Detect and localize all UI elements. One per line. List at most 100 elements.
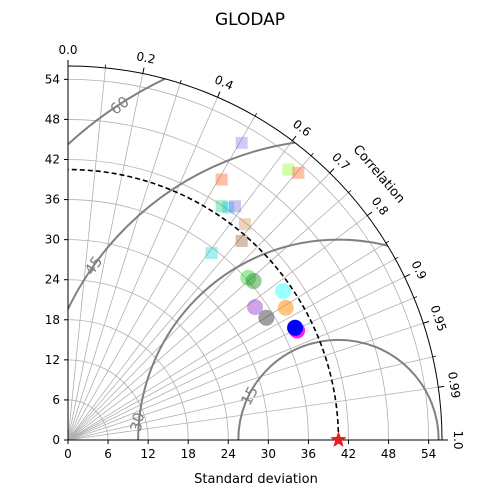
corr-grid-line bbox=[67, 356, 433, 441]
x-axis-label: Standard deviation bbox=[194, 472, 318, 487]
data-point-square bbox=[215, 173, 228, 186]
y-tick-label: 30 bbox=[45, 233, 60, 247]
grid-layer bbox=[67, 66, 442, 441]
rms-contour-label: 15 bbox=[237, 383, 262, 408]
x-tick-label: 30 bbox=[261, 447, 276, 461]
corr-grid-line bbox=[67, 276, 405, 441]
corr-grid-line bbox=[67, 297, 415, 441]
std-grid-arc bbox=[67, 319, 189, 441]
std-grid-arc bbox=[67, 279, 229, 441]
corr-tick-label: 0.2 bbox=[135, 49, 157, 67]
y-tick-label: 18 bbox=[45, 313, 60, 327]
corr-grid-line bbox=[67, 73, 144, 441]
corr-minor-tick bbox=[395, 256, 399, 260]
frame-layer bbox=[64, 59, 449, 444]
x-tick-label: 48 bbox=[381, 447, 396, 461]
corr-minor-tick bbox=[348, 190, 352, 193]
y-tick-label: 42 bbox=[45, 153, 60, 167]
data-point-square bbox=[238, 218, 251, 231]
corr-minor-tick bbox=[385, 240, 389, 244]
x-tick-label: 0 bbox=[64, 447, 72, 461]
data-point-square bbox=[228, 200, 241, 213]
data-point-square bbox=[292, 166, 305, 179]
data-point-square bbox=[215, 200, 228, 213]
x-tick-label: 18 bbox=[181, 447, 196, 461]
data-point-circle bbox=[240, 269, 257, 286]
rms-contour-label: 30 bbox=[127, 411, 149, 433]
text-layer: GLODAP Standard deviation 00 6 6 12 12 18 18 24… bbox=[45, 10, 465, 487]
corr-tick bbox=[142, 67, 145, 74]
data-point-circle bbox=[287, 319, 304, 336]
corr-tick bbox=[329, 168, 335, 174]
std-grid-arc bbox=[67, 399, 109, 441]
corr-tick-label: 1.0 bbox=[451, 430, 465, 449]
corr-tick-label: 0.4 bbox=[212, 72, 235, 92]
corr-grid-line bbox=[67, 322, 424, 441]
y-tick-label: 36 bbox=[45, 193, 60, 207]
corr-tick-label: 0.8 bbox=[369, 194, 392, 218]
reference-layer bbox=[67, 168, 347, 448]
corr-minor-tick bbox=[432, 355, 436, 358]
corr-grid-line bbox=[67, 192, 349, 441]
corr-grid-line bbox=[67, 97, 218, 441]
y-tick-label: 12 bbox=[45, 353, 60, 367]
corr-grid-line bbox=[67, 242, 387, 441]
corr-tick bbox=[438, 385, 445, 388]
x-tick-label: 24 bbox=[221, 447, 236, 461]
data-point-circle bbox=[275, 283, 292, 300]
reference-std-arc bbox=[67, 168, 340, 441]
y-tick-label: 6 bbox=[52, 393, 60, 407]
corr-minor-tick bbox=[179, 79, 182, 84]
corr-grid-line bbox=[67, 67, 106, 441]
corr-tick-label: 0.9 bbox=[408, 258, 429, 281]
corr-minor-tick bbox=[254, 113, 258, 117]
corr-grid-line bbox=[67, 155, 312, 441]
corr-tick bbox=[366, 211, 373, 217]
y-tick-label: 0 bbox=[52, 433, 60, 447]
corr-grid-line bbox=[67, 258, 396, 441]
reference-star-marker bbox=[330, 431, 347, 448]
rms-contour-label: 60 bbox=[107, 93, 133, 119]
corr-minor-tick bbox=[413, 296, 418, 299]
data-point-circle bbox=[247, 299, 263, 316]
data-point-square bbox=[222, 201, 235, 214]
x-tick-label: 42 bbox=[341, 447, 356, 461]
x-tick-label: 6 bbox=[104, 447, 112, 461]
data-point-square bbox=[235, 234, 248, 247]
corr-tick-label: 0.99 bbox=[445, 371, 463, 399]
data-point-circle bbox=[245, 273, 262, 290]
rms-contour-circle bbox=[137, 238, 442, 440]
outer-arc bbox=[67, 65, 443, 441]
corr-tick-label: 0.0 bbox=[58, 43, 77, 57]
corr-tick bbox=[423, 320, 430, 324]
corr-tick bbox=[291, 135, 297, 142]
corr-minor-tick bbox=[310, 152, 314, 157]
data-point-square bbox=[235, 136, 248, 149]
chart-title: GLODAP bbox=[215, 10, 285, 30]
corr-grid-line bbox=[67, 386, 439, 441]
std-grid-arc bbox=[67, 119, 389, 441]
corr-tick-label: 0.6 bbox=[290, 117, 314, 140]
data-points-layer bbox=[205, 136, 306, 339]
std-grid-arc bbox=[67, 159, 349, 441]
corr-grid-line bbox=[67, 83, 181, 441]
x-tick-label: 36 bbox=[301, 447, 316, 461]
data-point-square bbox=[282, 163, 295, 176]
y-tick-label: 54 bbox=[45, 72, 60, 86]
data-point-circle bbox=[258, 309, 275, 326]
corr-tick-label: 0.95 bbox=[428, 303, 450, 333]
data-point-circle bbox=[277, 299, 294, 316]
corr-grid-line bbox=[67, 215, 368, 441]
corr-grid-line bbox=[67, 115, 256, 441]
y-tick-label: 48 bbox=[45, 112, 60, 126]
corr-tick bbox=[404, 273, 411, 278]
std-grid-arc bbox=[67, 78, 430, 441]
corr-tick bbox=[217, 91, 221, 98]
y-tick-label: 24 bbox=[45, 273, 60, 287]
corr-grid-line bbox=[67, 140, 293, 441]
x-tick-label: 12 bbox=[141, 447, 156, 461]
std-grid-arc bbox=[67, 199, 309, 441]
data-point-square bbox=[205, 247, 218, 259]
